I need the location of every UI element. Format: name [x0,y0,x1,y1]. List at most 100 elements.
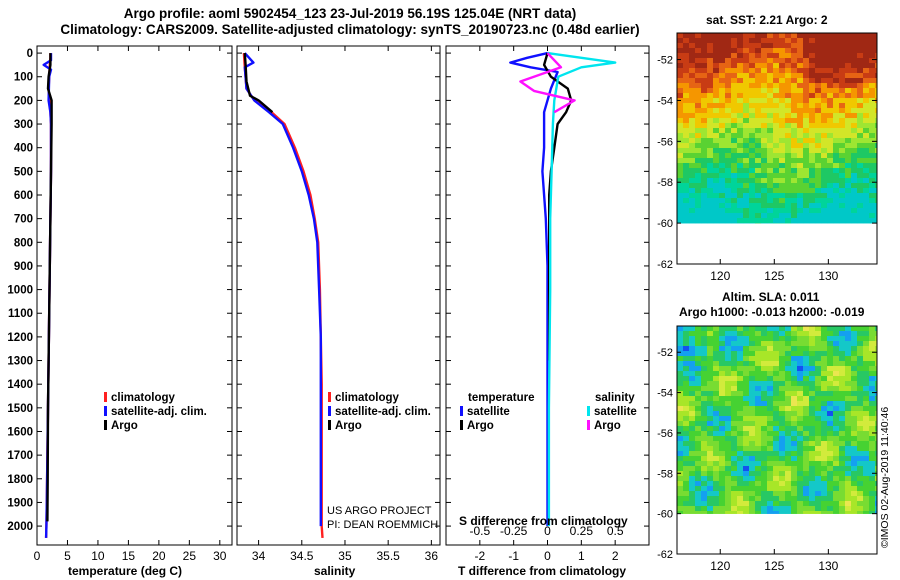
heatmap-cell [719,426,726,432]
heatmap-cell [761,496,768,502]
heatmap-cell [773,366,780,372]
heatmap-cell [851,43,858,49]
heatmap-cell [719,153,726,159]
heatmap-cell [863,371,870,377]
heatmap-cell [749,148,756,154]
heatmap-cell [779,426,786,432]
heatmap-cell [689,108,696,114]
heatmap-cell [767,436,774,442]
heatmap-cell [719,118,726,124]
heatmap-cell [725,163,732,169]
heatmap-cell [695,361,702,367]
heatmap-cell [707,143,714,149]
heatmap-cell [809,326,816,332]
heatmap-cell [809,133,816,139]
heatmap-cell [827,461,834,467]
heatmap-cell [737,113,744,119]
heatmap-cell [827,168,834,174]
heatmap-cell [845,93,852,99]
heatmap-cell [755,98,762,104]
heatmap-cell [761,441,768,447]
heatmap-cell [851,153,858,159]
heatmap-cell [761,391,768,397]
heatmap-cell [677,208,684,214]
heatmap-cell [725,486,732,492]
heatmap-cell [839,163,846,169]
heatmap-cell [863,346,870,352]
heatmap-cell [827,361,834,367]
heatmap-cell [869,33,876,39]
heatmap-cell [683,411,690,417]
heatmap-cell [839,356,846,362]
heatmap-cell [749,356,756,362]
heatmap-cell [845,193,852,199]
heatmap-cell [779,208,786,214]
heatmap-cell [689,476,696,482]
heatmap-cell [803,193,810,199]
sst-map-title: sat. SST: 2.21 Argo: 2 [706,13,828,27]
heatmap-cell [797,103,804,109]
heatmap-cell [857,361,864,367]
heatmap-cell [731,371,738,377]
heatmap-cell [815,198,822,204]
heatmap-cell [683,58,690,64]
heatmap-cell [869,88,876,94]
heatmap-cell [683,461,690,467]
heatmap-cell [683,168,690,174]
heatmap-cell [803,48,810,54]
heatmap-cell [863,506,870,512]
heatmap-cell [779,153,786,159]
heatmap-cell [797,173,804,179]
heatmap-cell [749,78,756,84]
heatmap-cell [827,476,834,482]
heatmap-cell [773,163,780,169]
heatmap-cell [779,98,786,104]
heatmap-cell [755,103,762,109]
heatmap-cell [683,208,690,214]
heatmap-cell [677,78,684,84]
heatmap-cell [737,491,744,497]
heatmap-cell [851,68,858,74]
heatmap-cell [839,203,846,209]
heatmap-cell [761,58,768,64]
heatmap-cell [857,103,864,109]
heatmap-cell [743,213,750,219]
heatmap-cell [815,376,822,382]
heatmap-cell [785,491,792,497]
map-x-tick-label: 120 [710,559,730,573]
heatmap-cell [857,476,864,482]
heatmap-cell [749,98,756,104]
heatmap-cell [701,396,708,402]
heatmap-cell [701,376,708,382]
heatmap-cell [713,371,720,377]
heatmap-cell [701,63,708,69]
heatmap-cell [833,78,840,84]
heatmap-cell [767,341,774,347]
heatmap-cell [851,218,858,224]
heatmap-cell [803,43,810,49]
heatmap-cell [785,83,792,89]
series-argo [46,53,53,522]
heatmap-cell [761,356,768,362]
heatmap-cell [857,98,864,104]
heatmap-cell [785,421,792,427]
heatmap-cell [695,68,702,74]
heatmap-cell [827,78,834,84]
heatmap-cell [809,491,816,497]
heatmap-cell [803,183,810,189]
heatmap-cell [803,133,810,139]
heatmap-cell [797,198,804,204]
heatmap-cell [875,63,878,69]
heatmap-cell [713,178,720,184]
heatmap-cell [755,43,762,49]
heatmap-cell [821,341,828,347]
heatmap-cell [767,446,774,452]
heatmap-cell [791,361,798,367]
heatmap-cell [779,506,786,512]
heatmap-cell [713,496,720,502]
heatmap-cell [767,451,774,457]
heatmap-cell [839,476,846,482]
y-tick-label: 1300 [7,356,33,368]
heatmap-cell [779,346,786,352]
heatmap-cell [695,158,702,164]
